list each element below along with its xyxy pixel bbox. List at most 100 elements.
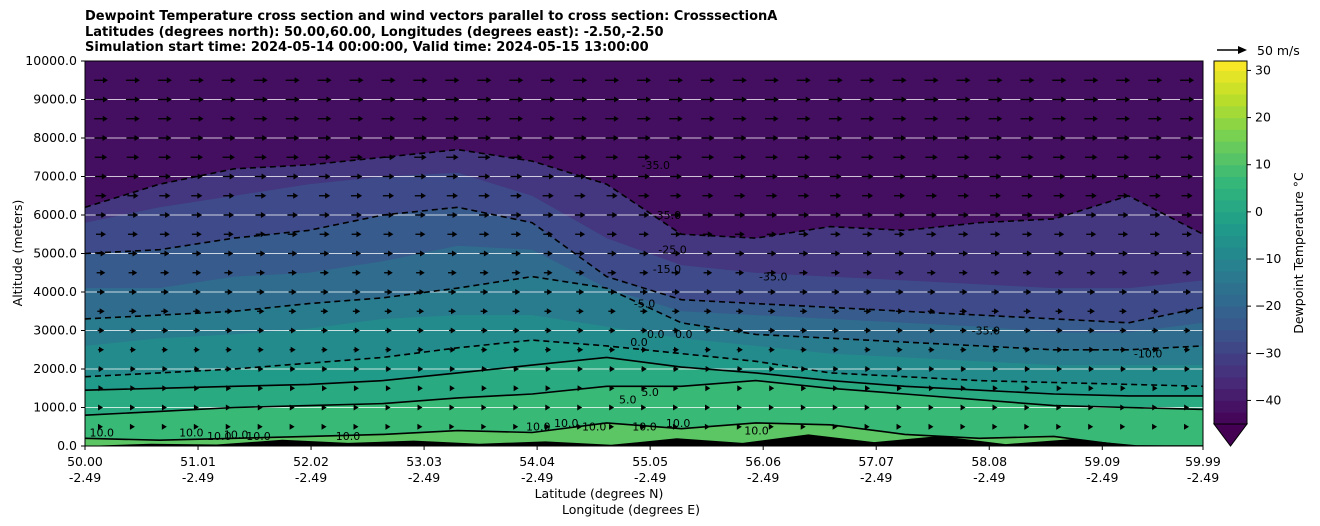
wind-vector-head [930, 289, 936, 295]
wind-vector-head [420, 192, 426, 199]
wind-vector-head [643, 231, 649, 238]
wind-vector-head [865, 385, 871, 392]
wind-vector-head [800, 423, 806, 430]
wind-vector-head [549, 135, 555, 141]
wind-vector-head [166, 135, 172, 141]
wind-vector-head [353, 423, 359, 430]
wind-vector-head [901, 135, 907, 141]
wind-vector-head [291, 289, 297, 295]
wind-vector-head [1121, 308, 1127, 315]
wind-vector-head [896, 404, 902, 411]
wind-vector-head [454, 115, 460, 122]
wind-vector-head [388, 212, 394, 218]
colorbar-band [1214, 200, 1247, 213]
wind-vector-head [195, 289, 201, 295]
wind-vector-head [930, 308, 936, 315]
wind-vector-head [834, 308, 840, 315]
wind-vector-head [1123, 212, 1129, 218]
wind-vector-head [1188, 154, 1194, 161]
wind-vector-head [962, 289, 968, 295]
wind-vector-head [134, 154, 140, 161]
wind-vector-head [577, 366, 583, 372]
wind-vector-head [609, 385, 615, 392]
wind-vector-head [291, 327, 297, 334]
wind-vector-head [261, 173, 267, 180]
wind-vector-head [421, 135, 427, 141]
wind-vector-head [454, 96, 460, 103]
colorbar-band [1214, 388, 1247, 401]
contour-label: -35.0 [653, 209, 681, 222]
wind-vector-head [517, 173, 523, 180]
wind-vector-head [354, 366, 360, 372]
wind-vector-head [773, 96, 779, 103]
wind-vector-head [962, 308, 968, 315]
wind-vector-head [164, 269, 170, 276]
wind-vector-head [289, 423, 295, 430]
x-tick-label-lon: -2.49 [408, 470, 440, 485]
colorbar-band [1214, 282, 1247, 295]
wind-vector-head [515, 269, 521, 276]
colorbar-tick-label: −20 [1255, 298, 1281, 313]
wind-vector-head [837, 135, 843, 141]
wind-vector-head [645, 154, 651, 161]
wind-vector-head [642, 327, 648, 334]
wind-vector-head [705, 404, 711, 411]
wind-vector-head [194, 385, 200, 392]
wind-vector-head [162, 385, 168, 392]
wind-vector-head [900, 192, 906, 199]
wind-vector-head [1125, 96, 1131, 103]
wind-vector-head [1121, 346, 1127, 353]
wind-vector-head [1155, 212, 1161, 218]
wind-vector-head [1024, 404, 1030, 411]
wind-vector-head [101, 192, 107, 199]
wind-vector-head [482, 346, 488, 353]
wind-vector-head [386, 346, 392, 353]
x-tick-label-lon: -2.49 [860, 470, 892, 485]
wind-vector-head [996, 135, 1002, 141]
wind-vector-head [577, 404, 583, 411]
wind-vector-head [421, 173, 427, 180]
wind-vector-head [773, 115, 779, 122]
wind-vector-head [227, 327, 233, 334]
wind-vector-head [740, 192, 746, 199]
wind-vector-head [641, 366, 647, 372]
wind-vector-head [131, 327, 137, 334]
colorbar-band [1214, 294, 1247, 307]
wind-vector-head [356, 212, 362, 218]
x-tick-label-lon: -2.49 [182, 470, 214, 485]
wind-vector-head [805, 135, 811, 141]
wind-vector-head [802, 327, 808, 334]
colorbar-band [1214, 129, 1247, 142]
wind-vector-head [1154, 269, 1160, 276]
wind-vector-head [230, 135, 236, 141]
wind-vector-head [484, 212, 490, 218]
wind-vector-head [995, 192, 1001, 199]
contour-label: 10.0 [90, 426, 115, 439]
wind-vector-head [387, 308, 393, 315]
wind-vector-head [1153, 346, 1159, 353]
colorbar-band [1214, 235, 1247, 248]
terrain-shape [85, 434, 1203, 446]
colorbar-band [1214, 341, 1247, 354]
wind-vector-head [994, 250, 1000, 257]
wind-key-arrowhead [1238, 46, 1247, 54]
wind-vector-head [1058, 269, 1064, 276]
wind-vector-head [580, 173, 586, 180]
wind-vector-head [195, 327, 201, 334]
wind-vector-head [452, 231, 458, 238]
colorbar-band [1214, 247, 1247, 260]
wind-vector-head [485, 135, 491, 141]
wind-vector-head [322, 385, 328, 392]
wind-vector-head [803, 250, 809, 257]
wind-vector-head [1153, 308, 1159, 315]
colorbar-frame [1213, 60, 1248, 425]
y-tick-label: 4000.0 [33, 284, 77, 299]
wind-vector-head [706, 289, 712, 295]
wind-vector-head [163, 327, 169, 334]
wind-vector-head [1024, 423, 1030, 430]
colorbar-band [1214, 259, 1247, 272]
wind-vector-head [899, 231, 905, 238]
wind-vector-head [1026, 250, 1032, 257]
wind-vector-head [326, 77, 332, 84]
wind-vector-head [161, 423, 167, 430]
